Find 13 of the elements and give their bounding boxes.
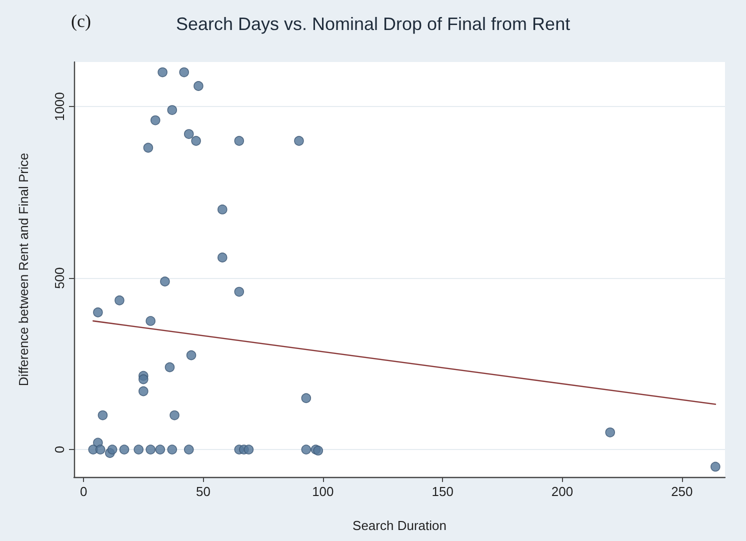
x-tick-label: 0 — [80, 484, 88, 499]
x-tick-label: 50 — [196, 484, 210, 499]
x-tick-label: 100 — [312, 484, 334, 499]
text: (c) — [71, 11, 91, 31]
y-axis-title: Difference between Rent and Final Price — [16, 152, 31, 386]
y-tick-label: 1000 — [52, 92, 67, 122]
chart-title: Search Days vs. Nominal Drop of Final from Rent — [176, 14, 570, 34]
x-tick-label: 200 — [551, 484, 574, 499]
x-tick-label: 250 — [671, 484, 693, 499]
x-tick-label: 150 — [432, 484, 454, 499]
y-tick-label: 0 — [52, 446, 67, 454]
y-tick-label: 500 — [52, 267, 67, 289]
x-axis-title: Search Duration — [352, 518, 446, 533]
